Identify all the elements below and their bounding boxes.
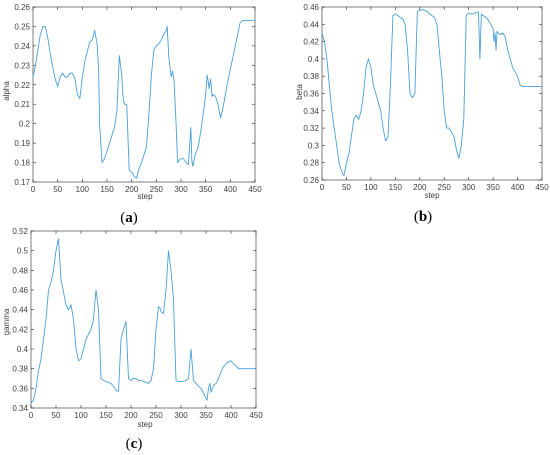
x-tick-label: 0 [29, 411, 34, 420]
x-tick-label: 200 [413, 183, 427, 192]
panel-label-b: (b) [414, 209, 432, 225]
y-tick-label: 0.19 [14, 139, 30, 148]
y-tick-label: 0.3 [308, 141, 320, 150]
y-tick-label: 0.22 [14, 81, 30, 90]
plot-frame-b [321, 6, 543, 181]
series-line-alpha [32, 20, 255, 179]
y-tick-label: 0.46 [303, 3, 319, 12]
ylabel-alpha: alpha [2, 81, 11, 101]
x-tick-label: 100 [364, 183, 378, 192]
x-tick-label: 0 [320, 183, 325, 192]
y-tick-label: 0.26 [14, 3, 30, 12]
y-tick-label: 0.36 [12, 384, 28, 393]
y-tick-label: 0.48 [12, 266, 28, 275]
y-tick-label: 0.34 [303, 107, 319, 116]
panel-b: beta step (b) 0 50 100 150 200 250 300 350 400 45… [295, 3, 549, 225]
x-tick-label: 250 [438, 183, 452, 192]
panel-label-a: (a) [120, 210, 138, 226]
y-tick-label: 0.26 [303, 176, 319, 185]
panel-label-c: (c) [126, 436, 143, 452]
x-tick-label: 200 [125, 185, 139, 194]
x-tick-label: 250 [149, 411, 163, 420]
plot-frame-c [30, 230, 257, 409]
x-tick-label: 350 [199, 411, 213, 420]
panel-a: alpha step (a) 0 50 100 150 200 250 300 350 400 4… [2, 3, 262, 226]
y-tick-label: 0.18 [14, 159, 30, 168]
x-tick-label: 300 [462, 183, 476, 192]
y-tick-label: 0.4 [17, 345, 29, 354]
y-tick-label: 0.42 [303, 38, 319, 47]
x-tick-label: 150 [99, 411, 113, 420]
y-tick-label: 0.38 [12, 365, 28, 374]
y-tick-label: 0.46 [12, 286, 28, 295]
y-tick-label: 0.25 [14, 22, 30, 31]
y-tick-label: 0.23 [14, 61, 30, 70]
y-tick-label: 0.34 [12, 404, 28, 413]
ylabel-gamma: gamma [2, 308, 11, 335]
x-tick-label: 300 [174, 411, 188, 420]
y-tick-label: 0.38 [303, 72, 319, 81]
x-tick-label: 150 [389, 183, 403, 192]
xlabel-step: step [424, 191, 440, 200]
x-tick-label: 100 [74, 411, 88, 420]
x-tick-label: 450 [249, 411, 263, 420]
panel-c: gamma step (c) 0 50 100 150 200 250 300 350 400 4… [2, 227, 263, 452]
xlabel-step: step [137, 192, 153, 201]
x-tick-label: 300 [174, 185, 188, 194]
x-tick-label: 400 [224, 185, 238, 194]
y-tick-label: 0.17 [14, 178, 30, 187]
y-tick-label: 0.24 [14, 42, 30, 51]
x-tick-label: 50 [53, 185, 62, 194]
y-tick-label: 0.44 [303, 20, 319, 29]
y-tick-label: 0.52 [12, 227, 28, 236]
x-tick-label: 50 [52, 411, 61, 420]
y-tick-label: 0.36 [303, 90, 319, 99]
x-tick-label: 350 [199, 185, 213, 194]
ylabel-beta: beta [295, 84, 304, 100]
y-tick-label: 0.28 [303, 159, 319, 168]
xlabel-step: step [137, 420, 153, 429]
x-tick-label: 450 [248, 185, 262, 194]
x-tick-label: 50 [342, 183, 351, 192]
x-tick-label: 0 [31, 185, 36, 194]
y-tick-label: 0.44 [12, 306, 28, 315]
x-tick-label: 250 [150, 185, 164, 194]
x-tick-label: 150 [100, 185, 114, 194]
x-tick-label: 400 [511, 183, 525, 192]
series-line-gamma [30, 238, 256, 404]
y-tick-label: 0.32 [303, 124, 319, 133]
x-tick-label: 200 [124, 411, 138, 420]
y-tick-label: 0.2 [19, 120, 31, 129]
y-tick-label: 0.5 [17, 247, 29, 256]
x-tick-label: 350 [486, 183, 500, 192]
plot-frame-a [32, 6, 256, 183]
y-tick-label: 0.4 [308, 55, 320, 64]
x-tick-label: 450 [535, 183, 549, 192]
series-line-beta [321, 9, 542, 177]
x-tick-label: 400 [224, 411, 238, 420]
x-tick-label: 100 [76, 185, 90, 194]
y-tick-label: 0.42 [12, 325, 28, 334]
y-tick-label: 0.21 [14, 100, 30, 109]
